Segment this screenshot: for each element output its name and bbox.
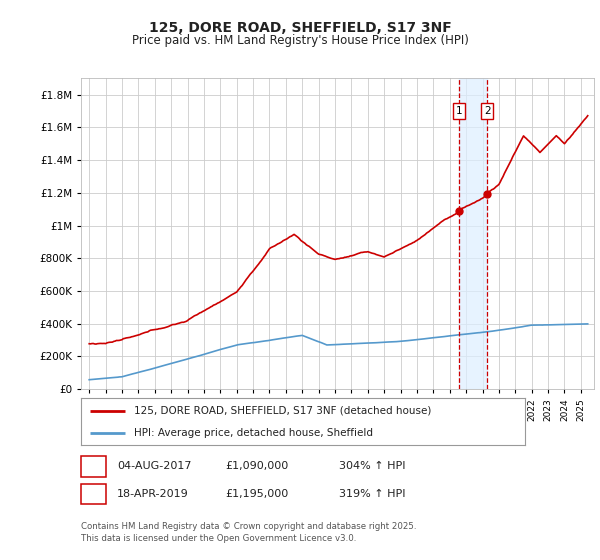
Text: 2: 2: [484, 106, 491, 116]
Text: Contains HM Land Registry data © Crown copyright and database right 2025.
This d: Contains HM Land Registry data © Crown c…: [81, 522, 416, 543]
Text: 1: 1: [456, 106, 463, 116]
Text: HPI: Average price, detached house, Sheffield: HPI: Average price, detached house, Shef…: [134, 428, 373, 438]
Text: 125, DORE ROAD, SHEFFIELD, S17 3NF (detached house): 125, DORE ROAD, SHEFFIELD, S17 3NF (deta…: [134, 406, 431, 416]
Text: 04-AUG-2017: 04-AUG-2017: [117, 461, 191, 472]
Text: 125, DORE ROAD, SHEFFIELD, S17 3NF: 125, DORE ROAD, SHEFFIELD, S17 3NF: [149, 21, 451, 35]
Text: 304% ↑ HPI: 304% ↑ HPI: [339, 461, 406, 472]
Bar: [459, 78, 487, 389]
Text: £1,090,000: £1,090,000: [225, 461, 288, 472]
Text: £1,195,000: £1,195,000: [225, 489, 288, 499]
Text: 319% ↑ HPI: 319% ↑ HPI: [339, 489, 406, 499]
Text: 1: 1: [90, 461, 97, 472]
Text: 18-APR-2019: 18-APR-2019: [117, 489, 189, 499]
Text: Price paid vs. HM Land Registry's House Price Index (HPI): Price paid vs. HM Land Registry's House …: [131, 34, 469, 46]
Text: 2: 2: [90, 489, 97, 499]
